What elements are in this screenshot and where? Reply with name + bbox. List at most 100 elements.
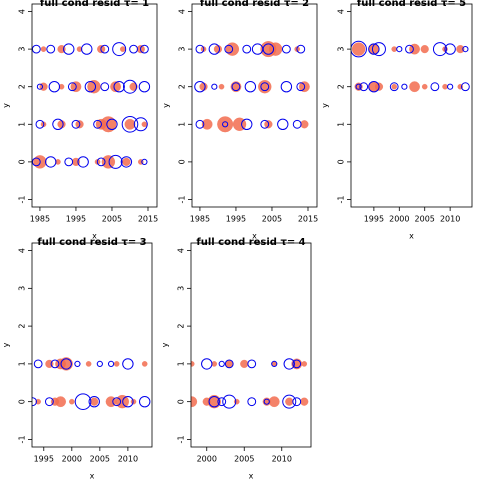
bubble <box>96 157 106 167</box>
points <box>191 358 309 409</box>
bubble <box>217 116 234 133</box>
x-tick-label: 2005 <box>415 215 435 224</box>
bubble <box>129 82 138 91</box>
bubble <box>432 42 447 57</box>
y-tick-label: 1 <box>18 122 27 127</box>
bubble <box>195 119 205 129</box>
bubble <box>240 359 249 368</box>
bubble <box>242 44 252 54</box>
panel: full cond resid τ= 5 -1 0 1 2 3 4 1995 2000 2005 2… <box>321 0 473 241</box>
y-tick-label: 3 <box>18 286 27 291</box>
bubble <box>55 396 66 408</box>
x-tick-label: 2015 <box>138 215 158 224</box>
panel: full cond resid τ= 1 -1 0 1 2 3 4 1985 1995 2005 2… <box>2 0 159 241</box>
bubble <box>405 44 414 54</box>
y-tick-label: 2 <box>337 84 346 89</box>
y-tick-label: 4 <box>18 248 27 253</box>
y-tick-label: 2 <box>178 84 187 89</box>
y-tick-label: 4 <box>178 9 187 14</box>
bubble <box>444 43 456 55</box>
bubble <box>260 82 270 92</box>
bubble <box>222 394 237 409</box>
bubble <box>81 43 93 55</box>
bubble <box>96 360 103 367</box>
bubble <box>301 361 307 367</box>
bubble <box>121 115 139 133</box>
y-axis-label: y <box>161 342 170 347</box>
bubble <box>231 82 241 92</box>
y-tick-label: -1 <box>18 195 27 203</box>
bubble <box>296 82 306 92</box>
bubble <box>100 44 110 54</box>
bubble <box>58 83 65 90</box>
panel: full cond resid τ= 2 -1 0 1 2 3 4 1985 1995 2005 2… <box>162 0 319 241</box>
x-tick-label: 2005 <box>234 455 254 464</box>
y-tick-label: 1 <box>178 122 187 127</box>
bubble <box>122 157 131 166</box>
bubble <box>282 394 297 409</box>
y-axis-label: y <box>321 103 330 108</box>
bubble <box>69 398 75 405</box>
bubble <box>456 45 465 54</box>
bubble <box>300 397 309 406</box>
bubble <box>64 157 74 167</box>
panel-title: full cond resid τ= 1 <box>40 0 149 9</box>
bubble <box>35 398 41 405</box>
bubble <box>260 119 270 129</box>
plot-frame <box>191 3 318 208</box>
bubble <box>87 80 101 94</box>
bubble <box>409 43 420 55</box>
panel-title: full cond resid τ= 5 <box>357 0 466 9</box>
panel: full cond resid τ= 4 -1 0 1 2 3 4 2000 2005 2010 x… <box>161 237 312 480</box>
panel-title: full cond resid τ= 4 <box>196 237 305 248</box>
bubble <box>112 397 122 407</box>
x-axis-label: x <box>92 232 97 241</box>
bubble <box>409 81 420 93</box>
y-tick-label: -1 <box>18 435 27 443</box>
bubble <box>122 358 134 370</box>
bubble <box>100 82 110 92</box>
plot-frame <box>31 3 158 208</box>
y-axis-label: y <box>162 103 171 108</box>
bubble <box>199 82 208 91</box>
bubble <box>389 82 399 92</box>
bubble <box>217 397 227 407</box>
bubble <box>355 83 362 90</box>
y-axis-label: y <box>2 103 11 108</box>
bubble <box>74 393 92 410</box>
bubble <box>224 359 234 369</box>
bubble <box>122 79 137 94</box>
y-tick-label: 2 <box>18 84 27 89</box>
y-axis-label: y <box>2 342 11 347</box>
bubble <box>141 361 148 367</box>
bubble <box>50 359 60 369</box>
bubble <box>241 118 253 130</box>
bubble <box>60 358 72 370</box>
x-tick-label: 1995 <box>226 215 246 224</box>
plot-frame <box>31 242 153 448</box>
y-tick-label: 3 <box>178 47 187 52</box>
bubble <box>46 44 56 54</box>
bubble <box>106 118 118 130</box>
x-tick-label: 2000 <box>389 215 409 224</box>
bubble <box>93 119 102 129</box>
points <box>32 357 151 410</box>
bubble <box>44 397 54 407</box>
bubble <box>74 360 81 367</box>
bubble <box>247 397 257 407</box>
x-tick-label: 1985 <box>190 215 210 224</box>
bubble <box>396 46 403 53</box>
bubble <box>129 44 138 54</box>
bubble <box>462 46 469 53</box>
x-tick-label: 2005 <box>262 215 282 224</box>
y-tick-label: 2 <box>18 324 27 329</box>
y-tick-label: 2 <box>177 324 186 329</box>
bubble <box>271 360 278 367</box>
bubble <box>263 398 270 405</box>
bubble <box>296 44 306 54</box>
bubble <box>447 83 454 90</box>
bubble <box>32 157 41 167</box>
bubble <box>100 116 117 133</box>
x-tick-label: 2005 <box>90 455 110 464</box>
bubble <box>85 361 92 367</box>
